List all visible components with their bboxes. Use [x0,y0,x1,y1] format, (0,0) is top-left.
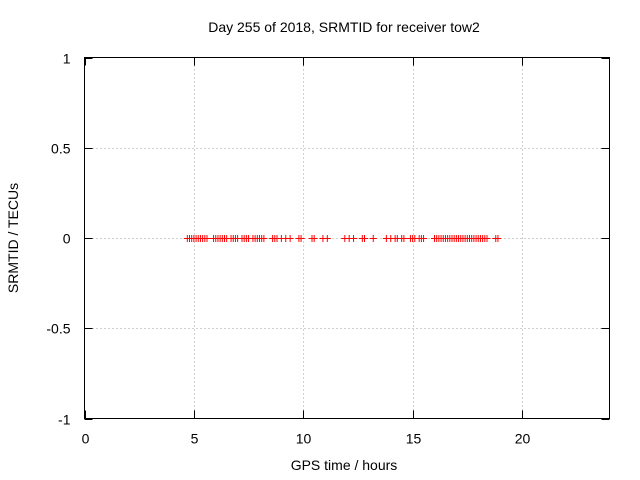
data-point [260,235,268,242]
data-point [297,235,305,242]
data-point [361,235,368,242]
data-point [420,235,428,242]
y-tick-label: 1 [63,51,71,67]
data-point [400,235,408,242]
axis-ticks: -1-0.500.510 5 10 15 20 [46,51,610,447]
data-point [483,235,491,242]
data-point [310,235,318,242]
chart-title: Day 255 of 2018, SRMTID for receiver tow… [208,19,480,35]
data-point [369,235,377,242]
x-tick-label: 10 [296,431,312,447]
y-tick-label: 0 [63,231,71,247]
data-point [350,235,358,242]
x-tick-label: 5 [191,431,199,447]
data-point [203,235,211,242]
y-tick-label: 0.5 [51,141,71,157]
y-tick-label: -1 [58,412,71,428]
data-point [286,235,294,242]
y-axis-label: SRMTID / TECUs [5,183,21,293]
y-tick-label: -0.5 [46,321,70,337]
data-point [323,235,331,242]
x-tick-label: 15 [406,431,422,447]
data-point [494,235,502,242]
x-axis-label: GPS time / hours [291,457,398,473]
x-tick-label: 20 [515,431,531,447]
data-points [183,235,502,242]
x-tick-label: 0 [82,431,90,447]
